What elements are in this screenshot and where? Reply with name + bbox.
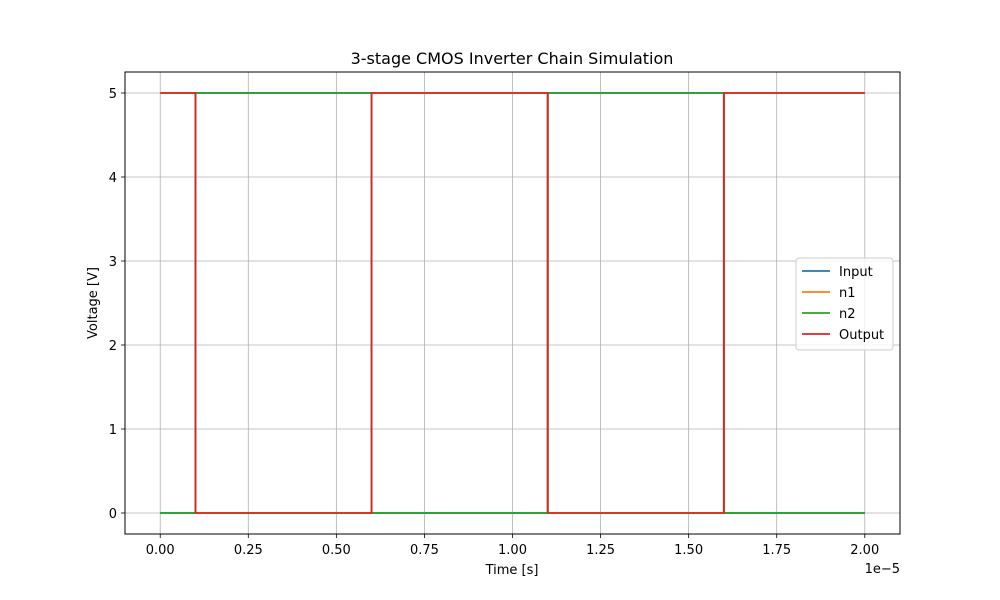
x-axis-label: Time [s]	[485, 563, 539, 578]
x-tick-label: 1.00	[498, 543, 527, 558]
x-tick-label: 1.25	[586, 543, 615, 558]
legend-label: Output	[839, 328, 884, 343]
x-axis-offset-label: 1e−5	[865, 562, 900, 577]
legend-label: Input	[839, 265, 873, 280]
x-tick-label: 0.00	[146, 543, 175, 558]
y-tick-label: 2	[109, 339, 117, 354]
series-line-output	[160, 92, 865, 514]
y-tick-label: 3	[109, 255, 117, 270]
legend-label: n2	[839, 307, 856, 322]
y-tick-label: 0	[109, 507, 117, 522]
legend: Input n1 n2 Output	[795, 257, 894, 351]
plot-lines	[160, 92, 865, 514]
x-tick-label: 0.50	[322, 543, 351, 558]
x-tick-label: 2.00	[850, 543, 879, 558]
legend-label: n1	[839, 286, 856, 301]
x-tick-label: 0.25	[234, 543, 263, 558]
y-tick-label: 1	[109, 423, 117, 438]
x-tick-label: 1.50	[674, 543, 703, 558]
x-tick-label: 0.75	[410, 543, 439, 558]
ticks: 0.00 0.25 0.50 0.75 1.00 1.25 1.50 1.75 2.00 0 1 2 3…	[109, 87, 880, 558]
y-axis-label: Voltage [V]	[86, 267, 101, 339]
x-tick-label: 1.75	[762, 543, 791, 558]
chart-title: 3-stage CMOS Inverter Chain Simulation	[351, 49, 674, 68]
legend-box	[795, 257, 894, 351]
y-tick-label: 4	[109, 171, 117, 186]
y-tick-label: 5	[109, 87, 117, 102]
